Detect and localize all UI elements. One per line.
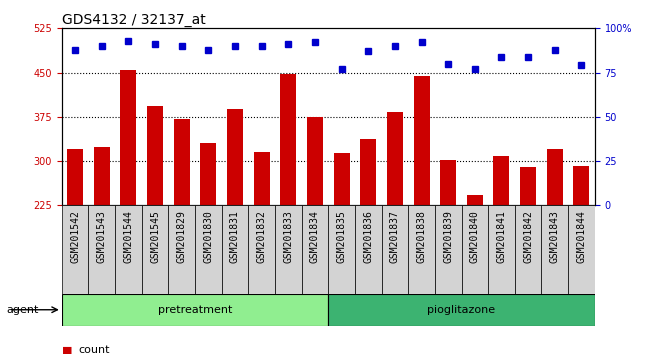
Text: GSM201545: GSM201545 [150, 210, 160, 263]
Text: GSM201832: GSM201832 [257, 210, 266, 263]
Bar [115, 205, 142, 294]
Text: GSM201830: GSM201830 [203, 210, 213, 263]
Bar [275, 205, 302, 294]
Bar [435, 205, 462, 294]
Bar [440, 160, 456, 338]
Text: GSM201542: GSM201542 [70, 210, 80, 263]
Text: GDS4132 / 32137_at: GDS4132 / 32137_at [62, 13, 205, 27]
Text: GSM201839: GSM201839 [443, 210, 453, 263]
Bar [462, 205, 488, 294]
Bar [573, 166, 590, 338]
Bar [227, 109, 243, 338]
Bar [413, 75, 430, 338]
Bar [382, 205, 408, 294]
Text: GSM201835: GSM201835 [337, 210, 346, 263]
Bar [520, 167, 536, 338]
Text: GSM201836: GSM201836 [363, 210, 373, 263]
Bar [547, 149, 563, 338]
Bar [62, 205, 88, 294]
Bar [254, 152, 270, 338]
Bar [360, 139, 376, 338]
Bar [408, 205, 435, 294]
Bar [67, 149, 83, 338]
Bar [387, 112, 403, 338]
Bar [94, 148, 110, 338]
Bar [302, 205, 328, 294]
Text: agent: agent [6, 305, 39, 315]
Bar [328, 205, 355, 294]
Text: GSM201543: GSM201543 [97, 210, 107, 263]
Bar [248, 205, 275, 294]
Bar [195, 205, 222, 294]
Text: GSM201842: GSM201842 [523, 210, 533, 263]
Bar [168, 205, 195, 294]
Bar [515, 205, 541, 294]
Bar [568, 205, 595, 294]
Text: GSM201833: GSM201833 [283, 210, 293, 263]
Text: GSM201834: GSM201834 [310, 210, 320, 263]
Bar [467, 195, 483, 338]
Bar [147, 106, 163, 338]
Text: GSM201840: GSM201840 [470, 210, 480, 263]
Text: GSM201829: GSM201829 [177, 210, 187, 263]
Text: GSM201843: GSM201843 [550, 210, 560, 263]
Text: pioglitazone: pioglitazone [428, 305, 495, 315]
Bar [142, 205, 168, 294]
Text: GSM201837: GSM201837 [390, 210, 400, 263]
Text: pretreatment: pretreatment [158, 305, 232, 315]
Bar [488, 205, 515, 294]
Bar [88, 205, 115, 294]
Bar [200, 143, 216, 338]
Bar [120, 70, 136, 338]
Bar [328, 294, 595, 326]
Bar [333, 153, 350, 338]
Text: ■: ■ [62, 346, 72, 354]
Text: count: count [78, 346, 109, 354]
Text: GSM201841: GSM201841 [497, 210, 506, 263]
Bar [222, 205, 248, 294]
Bar [541, 205, 568, 294]
Bar [355, 205, 382, 294]
Bar [174, 119, 190, 338]
Bar [62, 294, 328, 326]
Bar [307, 118, 323, 338]
Text: GSM201838: GSM201838 [417, 210, 426, 263]
Text: GSM201544: GSM201544 [124, 210, 133, 263]
Text: GSM201844: GSM201844 [577, 210, 586, 263]
Bar [493, 156, 510, 338]
Text: GSM201831: GSM201831 [230, 210, 240, 263]
Bar [280, 74, 296, 338]
